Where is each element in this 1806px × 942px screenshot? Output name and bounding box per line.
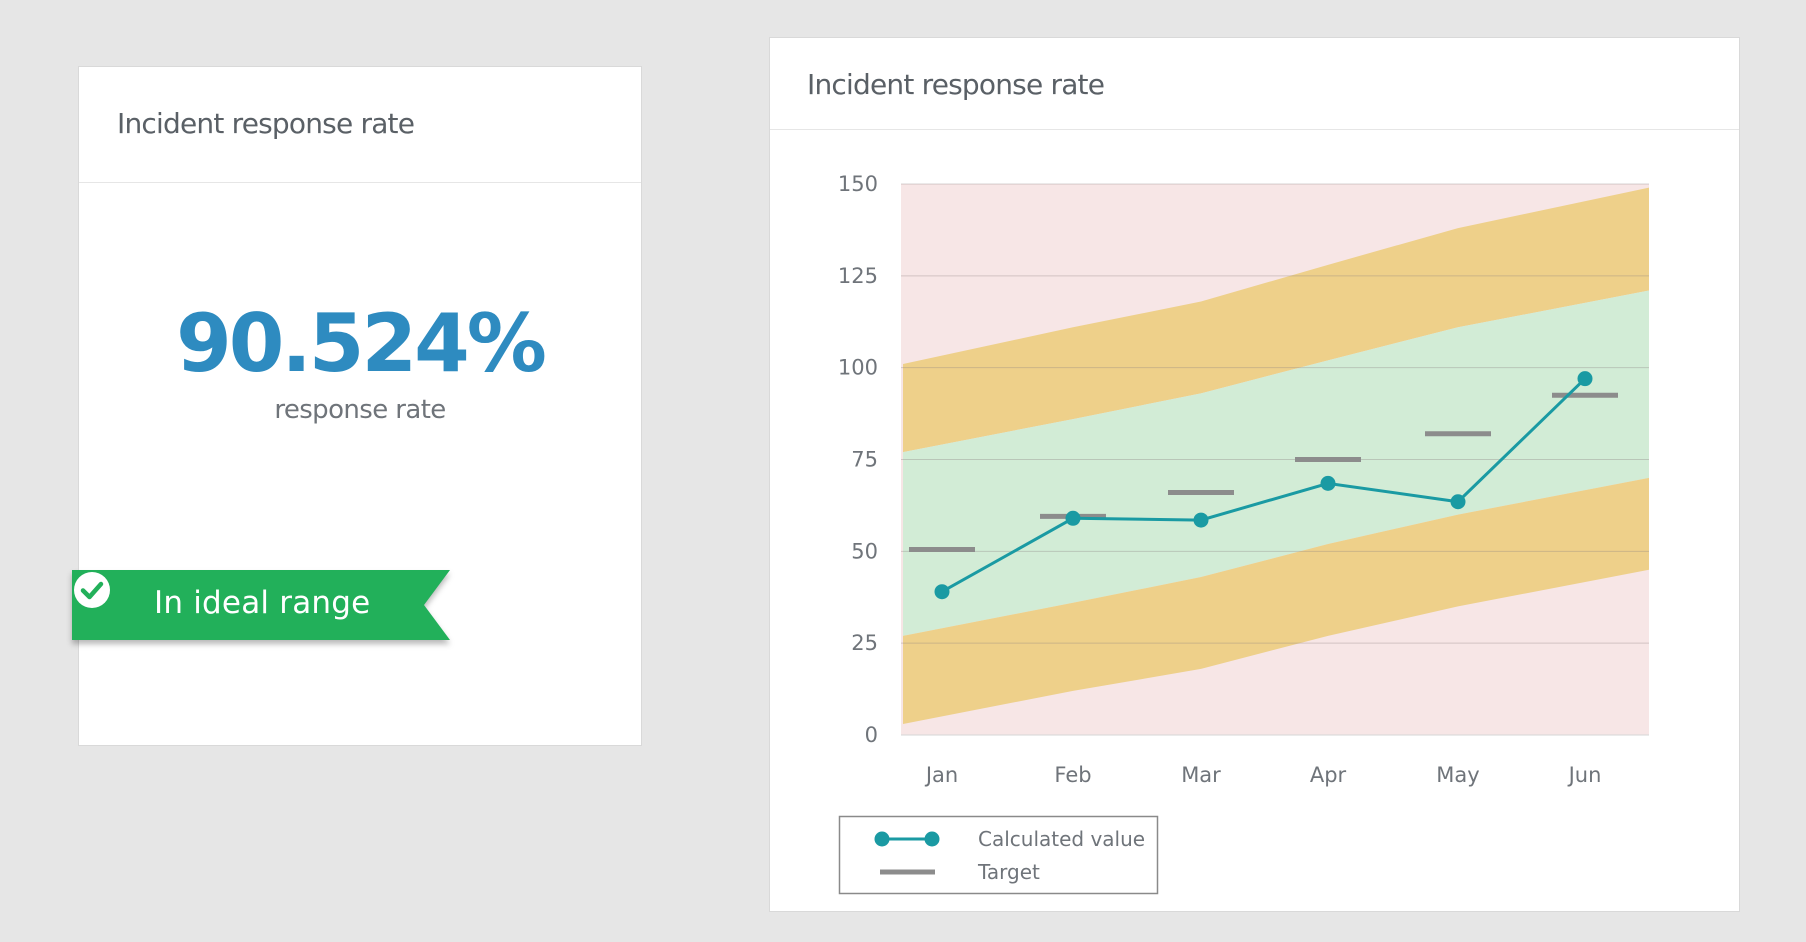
y-tick-label: 100 <box>838 356 878 380</box>
legend-box <box>838 815 1159 895</box>
x-tick-label: Jun <box>1567 763 1602 787</box>
upper-warning-band <box>903 187 1649 453</box>
kpi-card: Incident response rate 90.524% response … <box>78 66 642 746</box>
line-chart: 0 25 50 75 100 125 150 Jan Feb Mar Apr May Jun Calcul… <box>838 172 1649 895</box>
kpi-card-title: Incident response rate <box>79 67 641 183</box>
calculated-value-point <box>1065 510 1081 526</box>
calculated-value-point <box>1320 475 1336 491</box>
y-tick-label: 125 <box>838 264 878 288</box>
legend-label: Calculated value <box>978 827 1145 851</box>
ideal-band <box>903 290 1649 636</box>
x-tick-label: Feb <box>1054 763 1091 787</box>
lower-warning-band <box>903 477 1649 724</box>
legend-point-swatch <box>924 831 940 847</box>
x-tick-label: Apr <box>1310 763 1347 787</box>
x-tick-label: Mar <box>1181 763 1221 787</box>
calculated-value-point <box>934 584 950 600</box>
y-tick-label: 150 <box>838 172 878 196</box>
ribbon-shape <box>72 570 450 640</box>
status-text: In ideal range <box>154 585 371 621</box>
kpi-label: response rate <box>274 395 446 425</box>
y-tick-label: 50 <box>851 539 878 563</box>
y-tick-label: 25 <box>851 631 878 655</box>
calculated-value-point <box>1577 371 1593 387</box>
y-tick-label: 0 <box>865 723 878 747</box>
status-badge: In ideal range <box>72 570 450 640</box>
calculated-value-point <box>1193 512 1209 528</box>
chart-card-title: Incident response rate <box>770 38 1739 130</box>
legend-point-swatch <box>874 831 890 847</box>
kpi-value: 90.524% <box>176 297 547 390</box>
check-circle-icon <box>74 572 110 608</box>
calculated-value-line <box>941 377 1587 594</box>
legend-label: Target <box>977 860 1040 884</box>
chart-card: Incident response rate 0 25 50 75 100 125 150 J… <box>769 37 1740 912</box>
y-tick-label: 75 <box>851 448 878 472</box>
calculated-value-point <box>1450 494 1466 510</box>
x-tick-label: Jan <box>924 763 958 787</box>
x-tick-label: May <box>1436 763 1479 787</box>
